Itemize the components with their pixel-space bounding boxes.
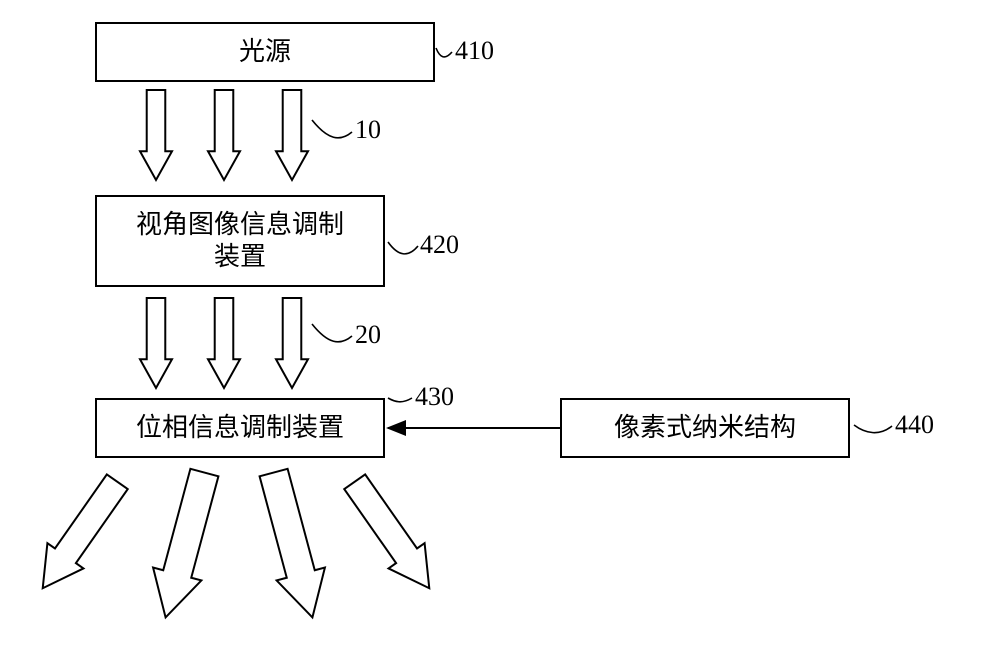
- leader-lines: [312, 48, 892, 433]
- ref-label-430: 430: [415, 382, 454, 412]
- diagram-overlay: [0, 0, 1000, 652]
- block-arrow: [208, 298, 240, 388]
- block-arrows-diverge: [25, 466, 448, 624]
- node-phase-modulation: 位相信息调制装置: [95, 398, 385, 458]
- block-arrow: [208, 90, 240, 180]
- block-arrow: [25, 469, 136, 601]
- node-label: 光源: [239, 36, 291, 69]
- block-arrow: [140, 90, 172, 180]
- node-label: 像素式纳米结构: [614, 412, 796, 445]
- block-arrow: [140, 298, 172, 388]
- ref-label-410: 410: [455, 36, 494, 66]
- block-arrow: [276, 90, 308, 180]
- node-view-image-modulation: 视角图像信息调制 装置: [95, 195, 385, 287]
- ref-label-10: 10: [355, 115, 381, 145]
- block-arrow: [249, 466, 336, 624]
- node-label: 位相信息调制装置: [136, 412, 344, 445]
- ref-label-420: 420: [420, 230, 459, 260]
- block-arrows-10: [140, 90, 308, 180]
- ref-label-440: 440: [895, 410, 934, 440]
- block-arrow: [337, 469, 448, 601]
- ref-label-20: 20: [355, 320, 381, 350]
- block-arrows-20: [140, 298, 308, 388]
- block-arrow: [276, 298, 308, 388]
- node-pixel-nanostructure: 像素式纳米结构: [560, 398, 850, 458]
- node-label: 视角图像信息调制 装置: [136, 209, 344, 274]
- block-arrow: [141, 466, 228, 624]
- node-light-source: 光源: [95, 22, 435, 82]
